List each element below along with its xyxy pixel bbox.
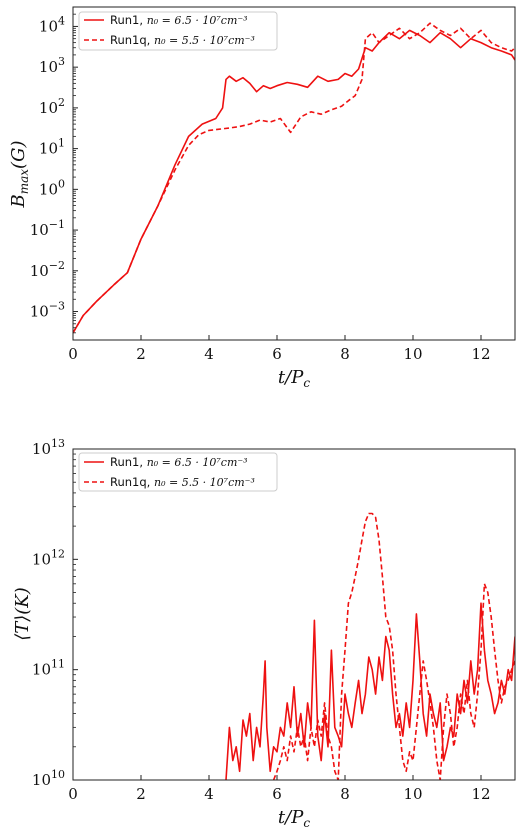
y-tick-label: 10−3 [30, 300, 65, 321]
chart-top: 0 2 4 6 8 10 12 10−3 10−2 10−1 100 101 102 103 104 t/… [8, 6, 516, 390]
legend-box-bottom [78, 452, 278, 492]
y-tick-label: 10−2 [30, 259, 65, 280]
plot-frame-bottom [72, 448, 516, 781]
legend-label-run1-top: Run1, n₀ = 6.5 · 10⁷cm⁻³ [110, 13, 248, 27]
x-tick-label: 12 [471, 345, 490, 363]
x-tick-label: 10 [403, 785, 422, 803]
legend-label-run1q-bottom: Run1q, n₀ = 5.5 · 10⁷cm⁻³ [110, 475, 255, 489]
y-tick-label: 104 [39, 14, 65, 35]
x-tick-label: 0 [68, 785, 78, 803]
x-tick-label: 6 [272, 345, 282, 363]
y-tick-label: 1012 [32, 547, 65, 568]
y-tick-label: 1011 [32, 658, 65, 679]
x-tick-label: 2 [136, 785, 146, 803]
x-tick-label: 4 [204, 785, 214, 803]
y-tick-label: 1013 [32, 437, 65, 458]
x-tick-label: 4 [204, 345, 214, 363]
x-tick-label: 10 [403, 345, 422, 363]
y-axis-label-top: Bmax(G) [8, 141, 31, 209]
legend-label-run1-bottom: Run1, n₀ = 6.5 · 10⁷cm⁻³ [110, 455, 248, 469]
y-tick-label: 102 [39, 96, 65, 117]
x-tick-label: 12 [471, 785, 490, 803]
plot-area-bottom [225, 512, 515, 780]
series-line-run1q-bottom [272, 512, 515, 780]
x-axis-label-bottom: t/Pc [278, 807, 310, 830]
legend-bottom: Run1, n₀ = 6.5 · 10⁷cm⁻³ Run1q, n₀ = 5.5… [78, 452, 278, 492]
y-tick-label: 1010 [32, 768, 65, 789]
y-ticks-bottom: 1010 1011 1012 1013 [32, 437, 78, 789]
x-axis-label-top: t/Pc [278, 367, 310, 390]
x-tick-label: 2 [136, 345, 146, 363]
x-tick-label: 0 [68, 345, 78, 363]
y-tick-label: 103 [39, 55, 65, 76]
series-line-run1-bottom [225, 602, 515, 780]
legend-label-run1q-top: Run1q, n₀ = 5.5 · 10⁷cm⁻³ [110, 33, 255, 47]
x-ticks-top: 0 2 4 6 8 10 12 [68, 335, 491, 363]
legend-box-top [78, 11, 278, 51]
series-line-run1-top [73, 29, 515, 334]
x-tick-label: 8 [340, 345, 350, 363]
y-axis-label-bottom: ⟨T⟩(K) [12, 587, 33, 641]
y-tick-label: 100 [39, 177, 65, 198]
y-ticks-top: 10−3 10−2 10−1 100 101 102 103 104 [30, 13, 78, 334]
x-tick-label: 8 [340, 785, 350, 803]
x-tick-label: 6 [272, 785, 282, 803]
legend-top: Run1, n₀ = 6.5 · 10⁷cm⁻³ Run1q, n₀ = 5.5… [78, 11, 278, 51]
series-line-run1q-top [73, 22, 515, 334]
y-tick-label: 101 [39, 137, 65, 158]
y-tick-label: 10−1 [30, 218, 65, 239]
x-ticks-bottom: 0 2 4 6 8 10 12 [68, 775, 491, 803]
plot-frame-top [72, 6, 516, 341]
plot-area-top [73, 22, 515, 334]
